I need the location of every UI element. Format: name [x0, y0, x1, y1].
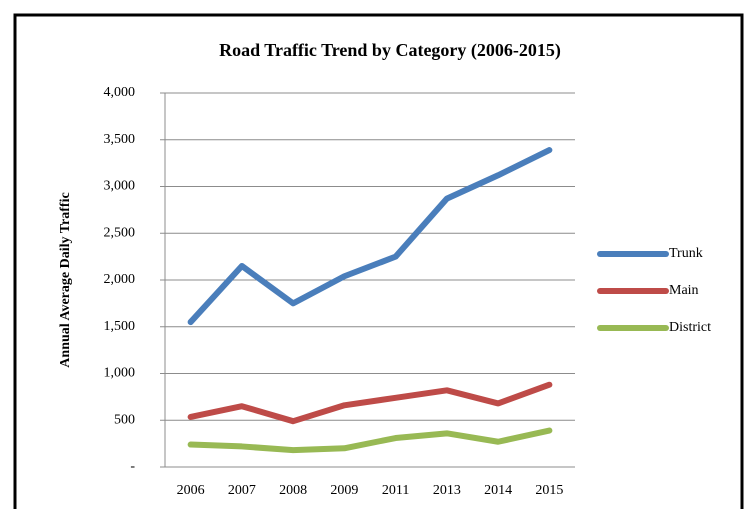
series-line [187, 147, 553, 326]
y-tick-label: 3,000 [104, 179, 136, 194]
x-tick-label: 2007 [228, 483, 256, 498]
x-tick-label: 2015 [535, 483, 563, 498]
y-axis-label: Annual Average Daily Traffic [58, 192, 73, 367]
y-tick-label: 1,000 [104, 366, 136, 381]
legend-label: District [669, 320, 711, 335]
series-line [187, 381, 553, 425]
y-tick-label: - [130, 459, 135, 474]
legend-label: Trunk [669, 246, 703, 261]
y-tick-label: 1,500 [104, 319, 136, 334]
chart-title: Road Traffic Trend by Category (2006-201… [219, 40, 561, 61]
y-tick-label: 2,500 [104, 225, 136, 240]
y-tick-label: 2,000 [104, 272, 136, 287]
x-tick-label: 2011 [382, 483, 409, 498]
x-tick-label: 2006 [177, 483, 205, 498]
y-tick-label: 3,500 [104, 132, 136, 147]
x-tick-label: 2014 [484, 483, 512, 498]
series-line [187, 427, 553, 454]
y-tick-label: 500 [114, 412, 135, 427]
y-tick-label: 4,000 [104, 85, 136, 100]
legend-label: Main [669, 283, 699, 298]
x-tick-label: 2013 [433, 483, 461, 498]
x-tick-label: 2008 [279, 483, 307, 498]
x-tick-label: 2009 [330, 483, 358, 498]
